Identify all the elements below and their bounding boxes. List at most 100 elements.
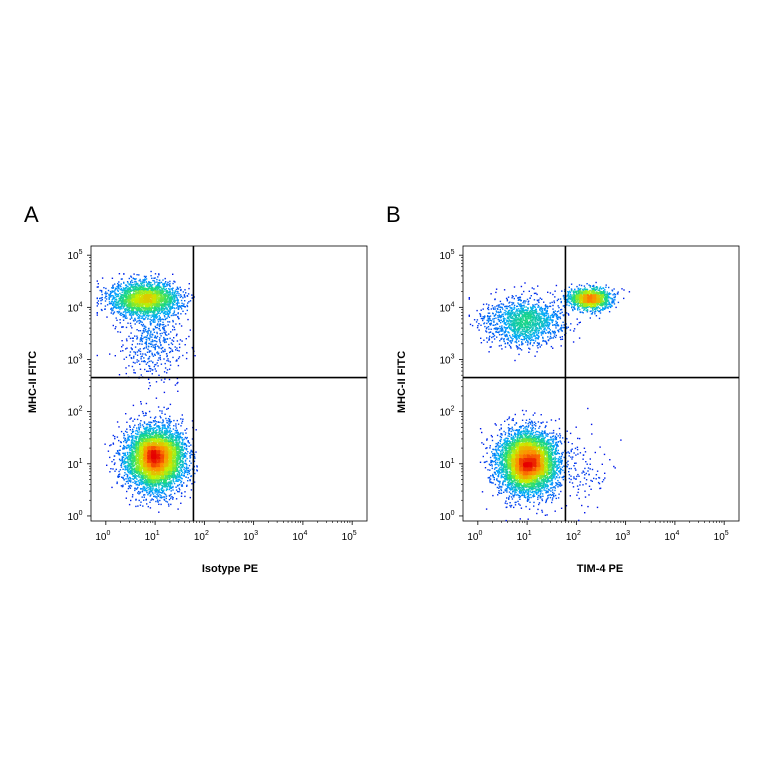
event-point <box>178 433 180 435</box>
event-point <box>166 300 169 303</box>
event-point <box>163 294 165 296</box>
event-point <box>182 474 184 477</box>
event-point <box>183 466 185 469</box>
event-point <box>111 291 113 293</box>
event-point <box>182 463 184 465</box>
event-point <box>125 441 127 443</box>
event-point <box>134 287 136 290</box>
event-point <box>170 482 173 484</box>
event-point <box>143 331 145 333</box>
event-point <box>137 349 140 351</box>
event-point <box>140 501 142 503</box>
event-point <box>149 501 151 503</box>
event-point <box>135 447 137 449</box>
event-point <box>172 473 174 475</box>
event-point <box>104 297 106 299</box>
event-point <box>171 294 173 296</box>
event-point <box>136 445 138 447</box>
event-point <box>167 426 169 428</box>
event-point <box>131 311 134 313</box>
event-point <box>169 478 171 481</box>
event-point <box>161 496 163 498</box>
event-point <box>128 476 131 479</box>
event-point <box>132 309 134 311</box>
event-point <box>152 480 155 482</box>
event-point <box>135 453 137 455</box>
event-point <box>139 291 141 293</box>
event-point <box>127 447 129 449</box>
event-point <box>182 433 184 436</box>
event-point <box>166 419 168 422</box>
event-point <box>182 418 184 420</box>
event-point <box>181 466 183 469</box>
event-point <box>136 458 138 461</box>
event-point <box>186 309 188 312</box>
event-point <box>148 438 151 440</box>
event-point <box>171 452 173 454</box>
event-point <box>145 342 147 344</box>
event-point <box>174 300 176 302</box>
event-point <box>125 294 127 296</box>
event-point <box>180 325 183 327</box>
event-point <box>132 441 134 444</box>
event-point <box>175 478 178 480</box>
event-point <box>133 312 135 314</box>
event-point <box>131 463 134 465</box>
event-point <box>185 462 187 465</box>
event-point <box>156 305 158 308</box>
event-point <box>129 313 131 315</box>
event-point <box>163 315 166 317</box>
event-point <box>163 371 166 373</box>
event-point <box>160 301 163 303</box>
event-point <box>154 488 156 490</box>
event-point <box>188 472 191 475</box>
event-point <box>112 301 114 303</box>
event-point <box>129 473 131 475</box>
event-point <box>106 304 109 306</box>
event-point <box>137 309 139 311</box>
event-point <box>160 436 162 438</box>
event-point <box>125 338 128 340</box>
event-point <box>177 508 179 510</box>
event-point <box>134 455 136 458</box>
event-point <box>127 487 130 490</box>
event-point <box>160 435 162 437</box>
event-point <box>121 294 123 296</box>
event-point <box>158 426 160 428</box>
event-point <box>164 296 166 298</box>
event-point <box>150 345 153 348</box>
event-point <box>148 355 151 358</box>
event-point <box>117 450 119 453</box>
event-point <box>150 316 152 318</box>
event-point <box>144 429 146 431</box>
event-point <box>120 296 123 298</box>
event-point <box>137 475 139 477</box>
event-point <box>178 293 180 295</box>
event-point <box>115 301 117 303</box>
event-point <box>119 308 121 311</box>
event-point <box>110 468 112 470</box>
event-point <box>151 373 153 375</box>
event-point <box>135 449 137 451</box>
event-point <box>163 327 165 330</box>
event-point <box>113 290 116 292</box>
event-point <box>172 293 174 295</box>
event-point <box>118 474 120 476</box>
event-point <box>138 435 141 438</box>
event-point <box>111 300 113 303</box>
event-point <box>174 296 176 298</box>
event-point <box>163 338 165 340</box>
event-point <box>132 475 134 477</box>
event-point <box>161 332 163 335</box>
event-point <box>147 476 149 479</box>
event-point <box>172 446 174 448</box>
event-point <box>137 444 140 446</box>
event-point <box>142 353 144 355</box>
event-point <box>139 426 142 428</box>
event-point <box>126 468 129 470</box>
event-point <box>131 307 133 309</box>
event-point <box>123 305 126 308</box>
event-point <box>168 473 171 475</box>
event-point <box>127 459 129 461</box>
event-point <box>158 489 160 491</box>
